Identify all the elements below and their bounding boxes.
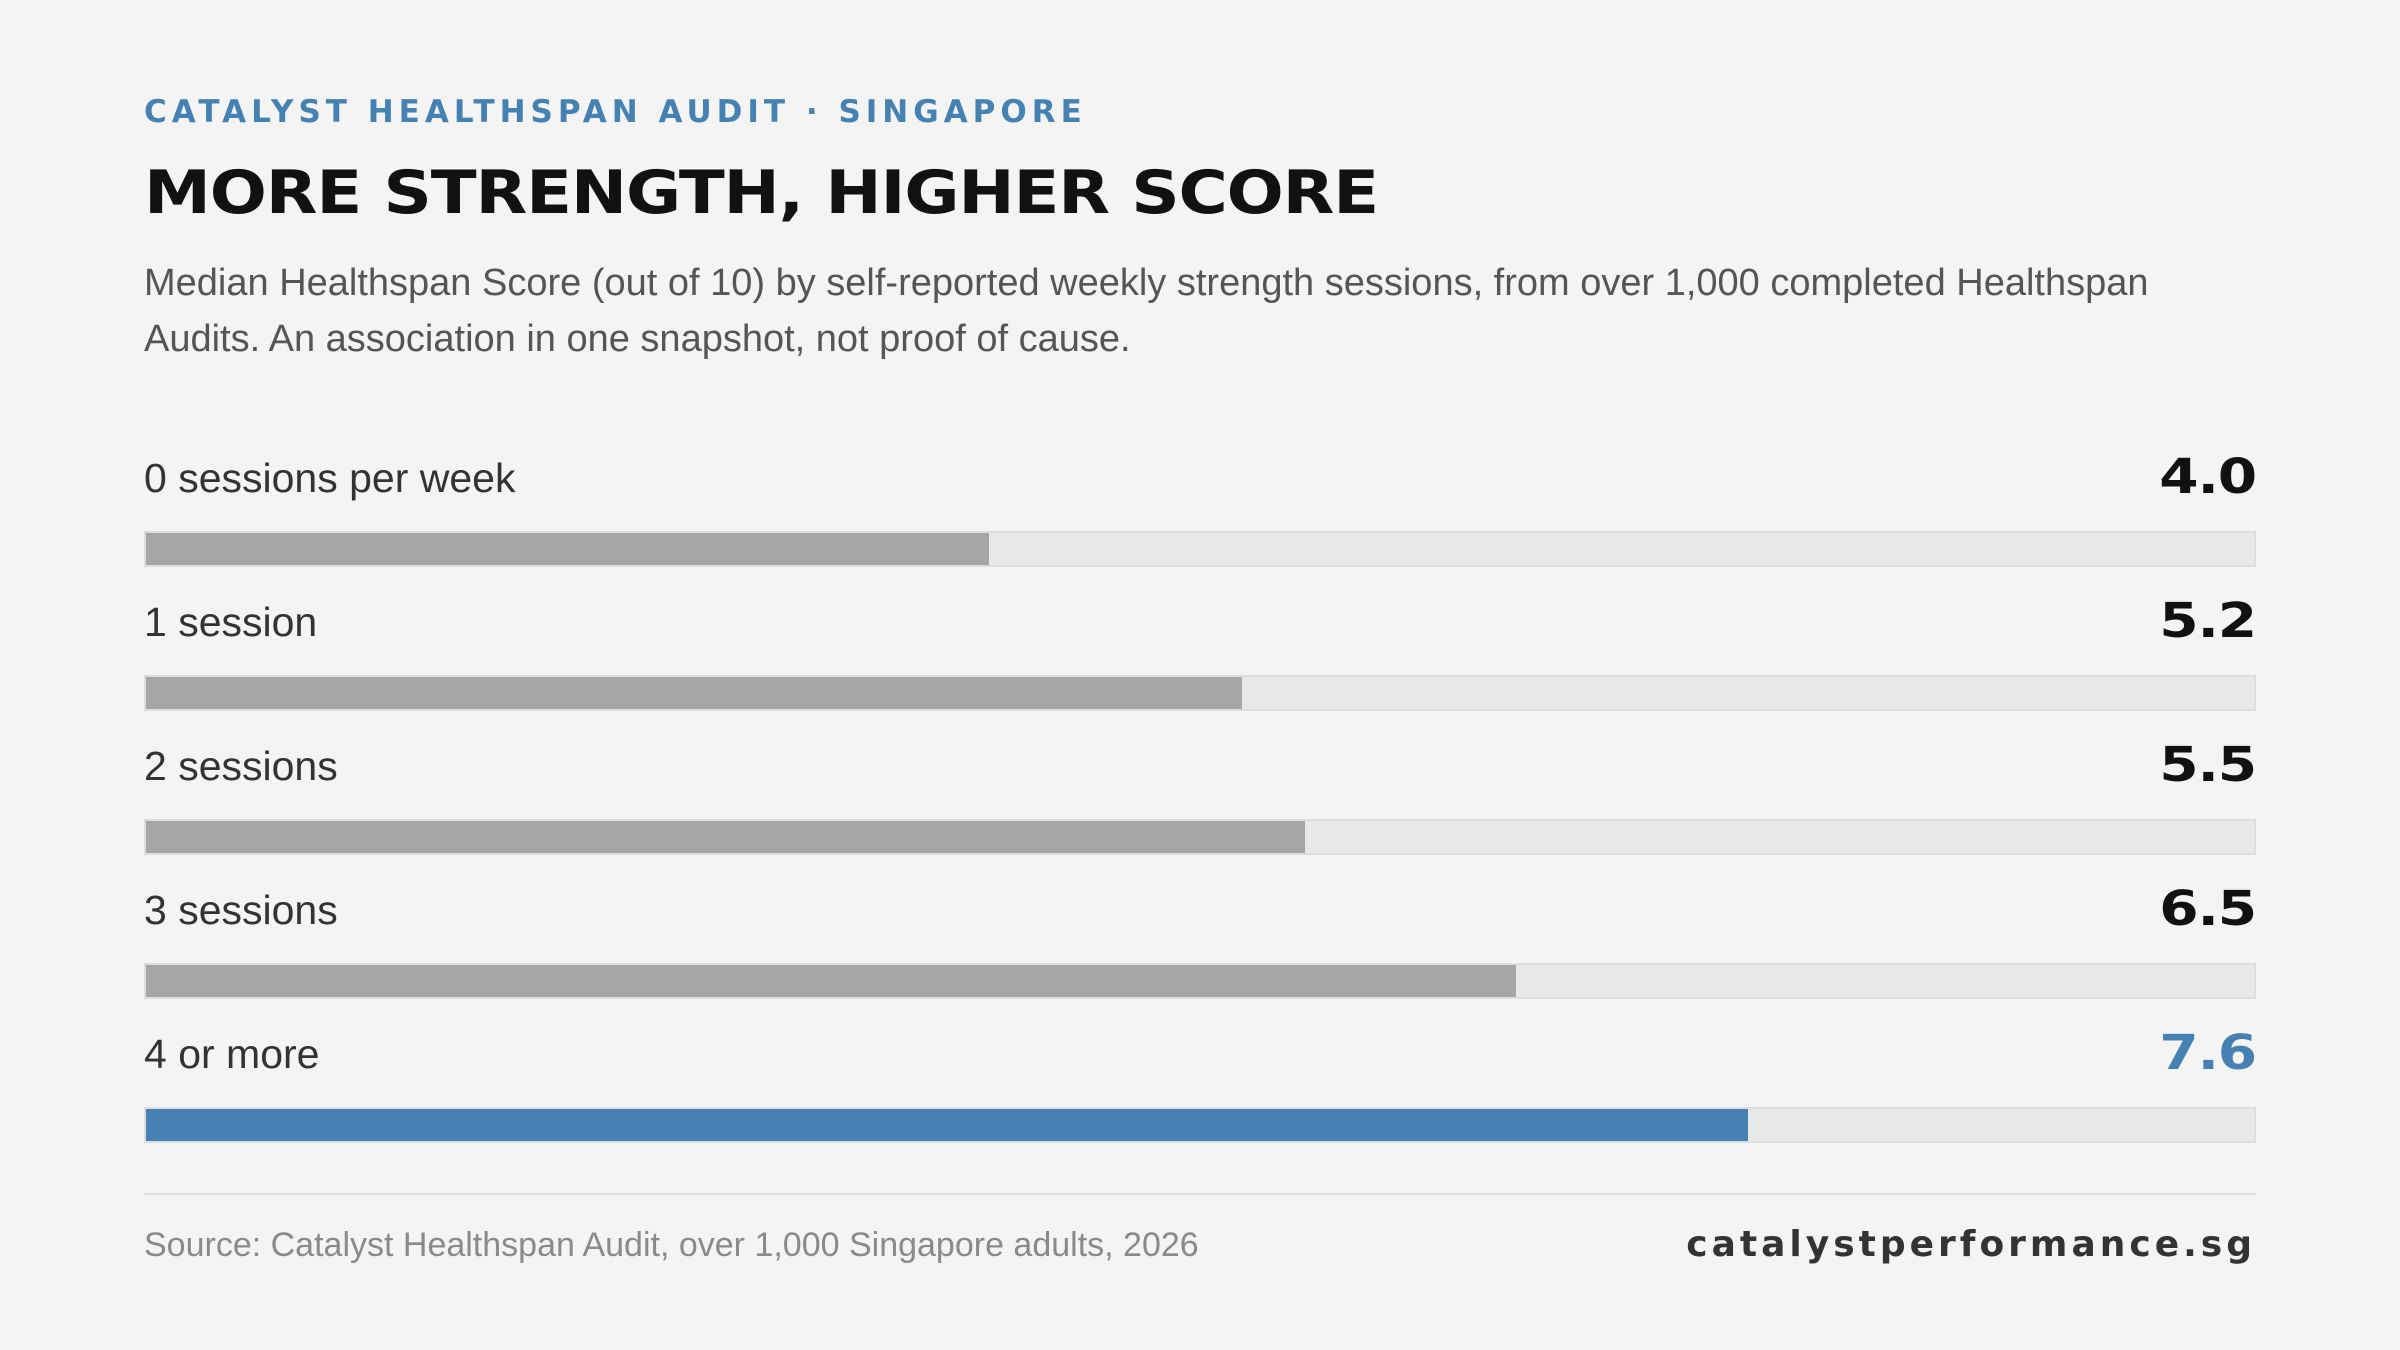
bar-value-label: 6.5 xyxy=(2159,881,2257,937)
footer-divider xyxy=(144,1193,2256,1195)
bar-label: 2 sessions xyxy=(144,743,338,789)
bar-track xyxy=(144,819,2256,855)
bar-chart: 0 sessions per week 4.0 1 session 5.2 2 sess… xyxy=(144,0,2257,1350)
bar-label: 3 sessions xyxy=(144,887,338,933)
site-url: catalystperformance.sg xyxy=(1686,1224,2256,1265)
bar xyxy=(146,677,1242,709)
chart-subtitle: Median Healthspan Score (out of 10) by s… xyxy=(144,262,2149,360)
bar-value-label: 4.0 xyxy=(2159,449,2257,505)
bar xyxy=(146,533,989,565)
bar xyxy=(146,965,1516,997)
bar-track xyxy=(144,963,2256,999)
bar-label: 1 session xyxy=(144,599,318,645)
bar-value-label: 7.6 xyxy=(2159,1025,2257,1081)
bar-value-label: 5.2 xyxy=(2159,593,2257,649)
kicker: CATALYST HEALTHSPAN AUDIT · SINGAPORE xyxy=(144,94,1087,130)
bar-label: 0 sessions per week xyxy=(144,455,516,501)
bar-track xyxy=(144,1107,2256,1143)
bar-label: 4 or more xyxy=(144,1031,320,1077)
bar-track xyxy=(144,675,2256,711)
bar xyxy=(146,1109,1748,1141)
chart-card: CATALYST HEALTHSPAN AUDIT · SINGAPORE MO… xyxy=(144,0,2257,1350)
bar xyxy=(146,821,1305,853)
chart-title: MORE STRENGTH, HIGHER SCORE xyxy=(144,158,1379,228)
source-note: Source: Catalyst Healthspan Audit, over … xyxy=(144,1226,1199,1264)
bar-value-label: 5.5 xyxy=(2159,737,2257,793)
bar-track xyxy=(144,531,2256,567)
